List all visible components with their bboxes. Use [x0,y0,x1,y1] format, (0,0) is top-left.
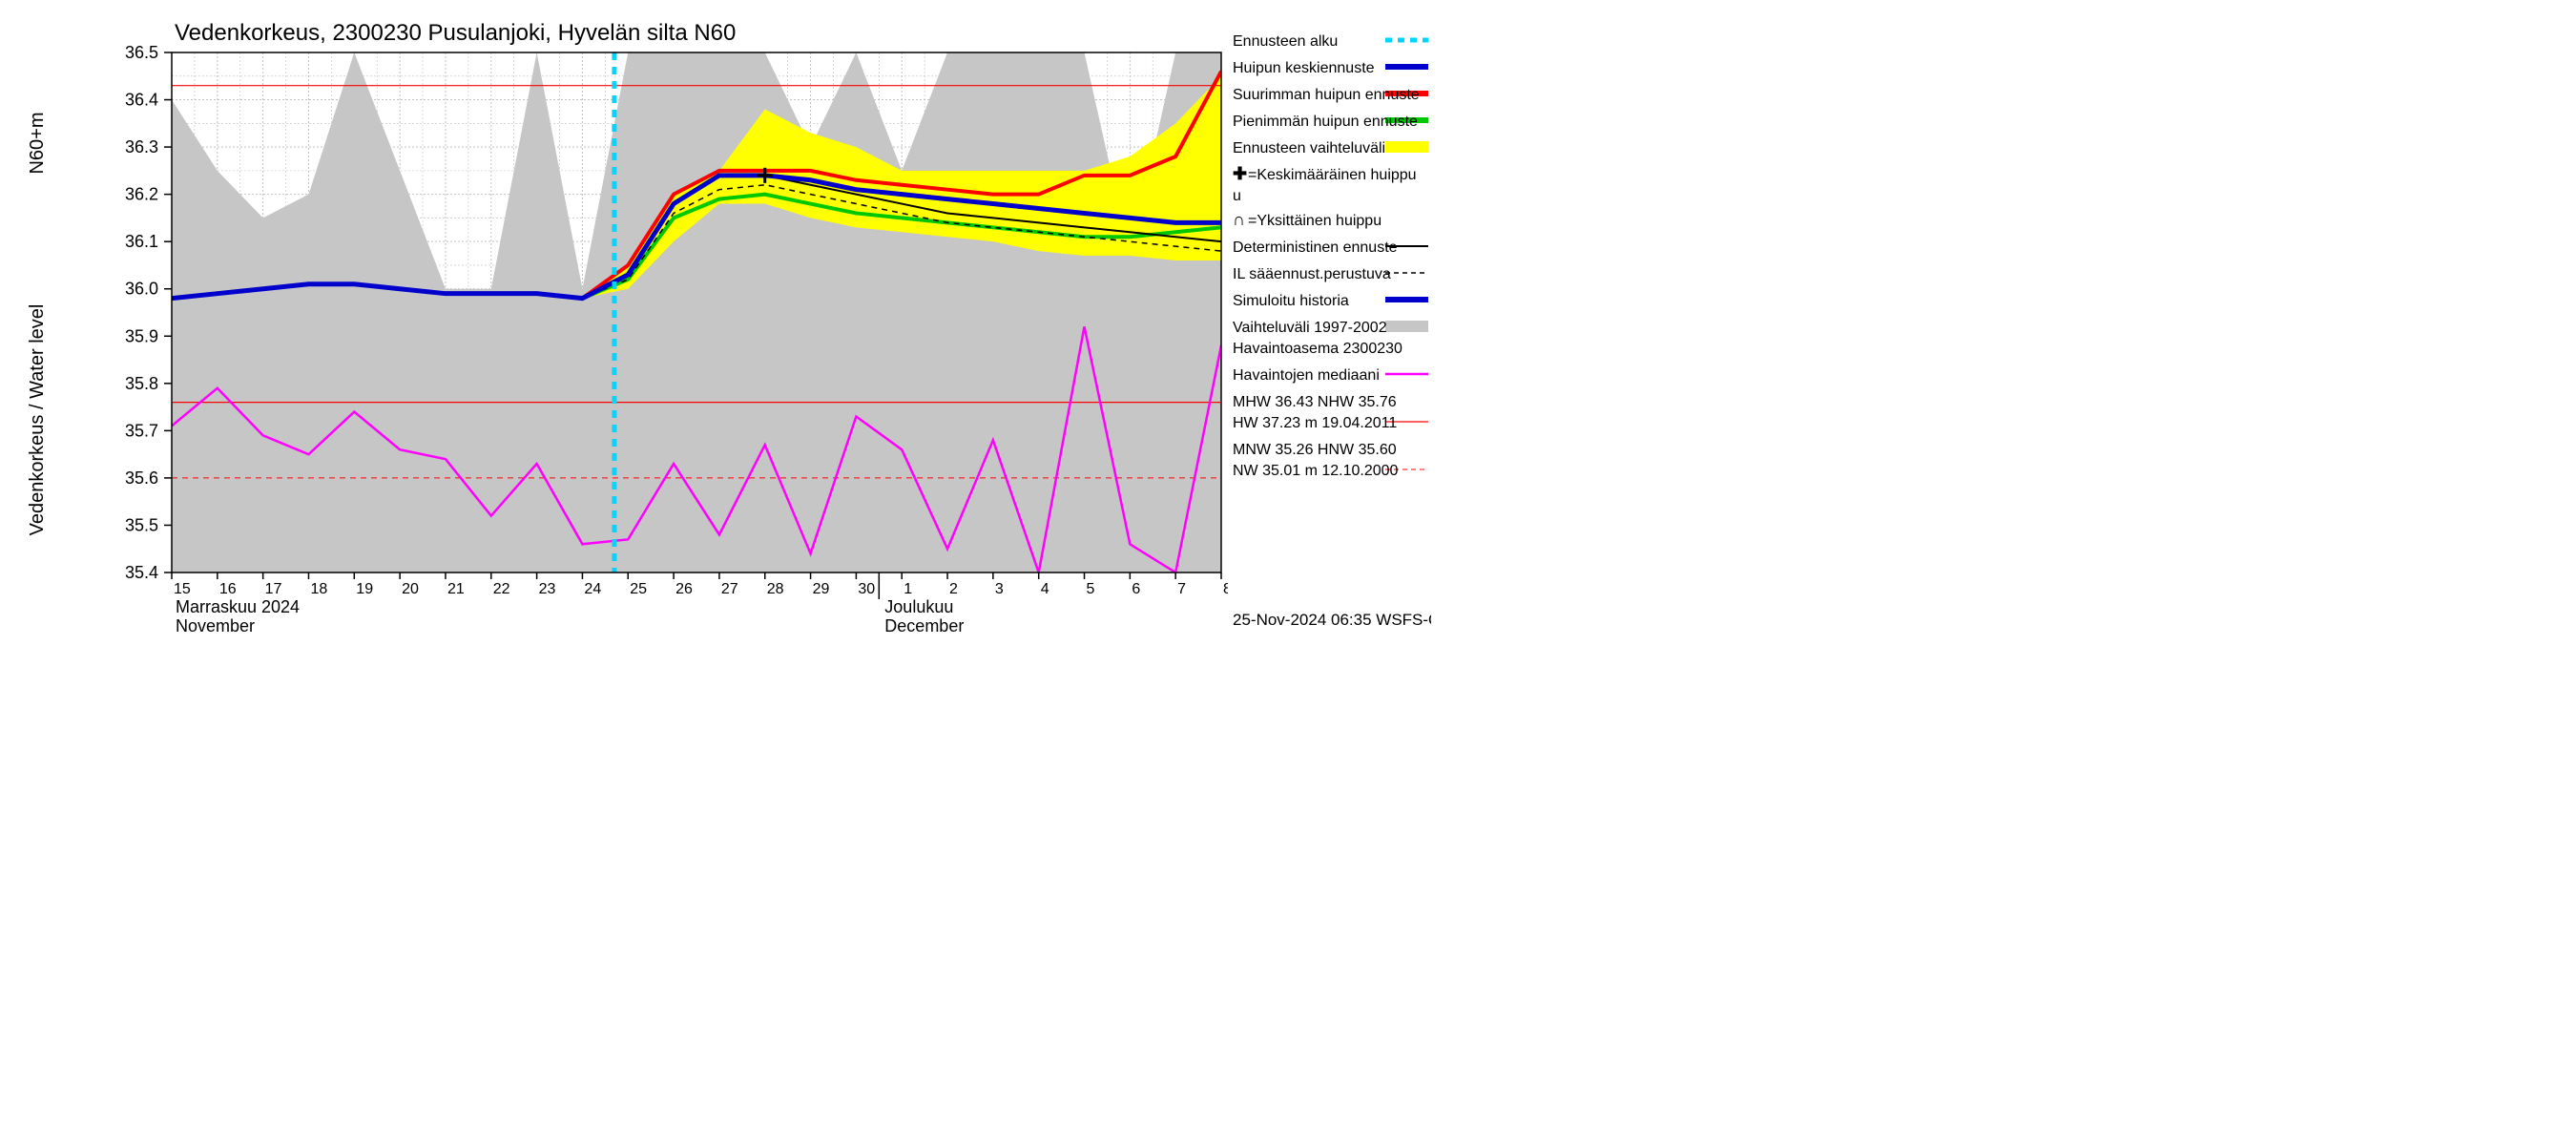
x-tick-label: 3 [995,581,1004,597]
legend-label: Vaihteluväli 1997-2002 [1233,320,1387,336]
legend-label: Ennusteen alku [1233,33,1338,50]
legend-label: u [1233,188,1241,204]
legend-swatch [1385,141,1428,153]
y-axis-label: Vedenkorkeus / Water level [27,304,48,536]
y-tick-label: 35.5 [125,515,158,534]
x-tick-label: 20 [402,581,419,597]
month-label: December [884,616,964,635]
chart-svg: 35.4 35.5 35.6 35.7 35.8 35.9 36.0 36.1 36.2 36.3… [0,0,1431,636]
legend-label: Havaintojen mediaani [1233,367,1380,384]
x-tick-label: 17 [265,581,282,597]
legend-label: Huipun keskiennuste [1233,60,1375,76]
y-tick-label: 36.1 [125,232,158,251]
x-tick-label: 26 [675,581,693,597]
legend-label: HW 37.23 m 19.04.2011 [1233,415,1397,431]
legend-label: Deterministinen ennuste [1233,239,1398,256]
month-label: November [176,616,255,635]
x-tick-label: 16 [219,581,237,597]
y-tick-label: 35.9 [125,326,158,345]
month-label: Joulukuu [884,597,953,616]
y-tick-label: 36.3 [125,137,158,156]
y-tick-label: 36.0 [125,280,158,299]
x-tick-label: 4 [1041,581,1049,597]
y-tick-label: 36.2 [125,185,158,204]
x-tick-label: 21 [447,581,465,597]
x-tick-label: 1 [904,581,912,597]
y-tick-label: 36.4 [125,91,158,110]
y-tick-label: 35.7 [125,421,158,440]
legend-arc-icon: ∩ [1233,210,1245,229]
x-tick-label: 25 [630,581,647,597]
x-tick-label: 30 [858,581,875,597]
x-tick-label: 27 [721,581,738,597]
x-tick-label: 2 [949,581,958,597]
legend-plus-icon: ✚ [1233,164,1247,183]
y-tick-label: 35.8 [125,374,158,393]
legend-label: =Keskimääräinen huippu [1248,167,1417,183]
x-tick-label: 6 [1132,581,1140,597]
legend-label: =Yksittäinen huippu [1248,213,1381,229]
x-tick-label: 5 [1087,581,1095,597]
x-tick-label: 23 [539,581,556,597]
legend-label: NW 35.01 m 12.10.2000 [1233,463,1399,479]
x-tick-label: 24 [584,581,601,597]
legend-label: MHW 36.43 NHW 35.76 [1233,394,1397,410]
month-label: Marraskuu 2024 [176,597,300,616]
legend-swatch [1385,321,1428,332]
y-tick-label: 35.6 [125,468,158,488]
legend-label: Havaintoasema 2300230 [1233,341,1402,357]
x-tick-label: 15 [174,581,191,597]
legend-label: IL sääennust.perustuva [1233,266,1391,282]
chart-title: Vedenkorkeus, 2300230 Pusulanjoki, Hyvel… [175,20,736,46]
y-tick-label: 36.5 [125,43,158,62]
x-tick-label: 22 [493,581,510,597]
legend-label: Simuloitu historia [1233,293,1349,309]
x-tick-label: 18 [310,581,327,597]
x-tick-label: 28 [767,581,784,597]
water-level-chart: 35.4 35.5 35.6 35.7 35.8 35.9 36.0 36.1 36.2 36.3… [0,0,1431,636]
x-tick-label: 19 [356,581,373,597]
legend-label: MNW 35.26 HNW 35.60 [1233,442,1397,458]
legend-label: Ennusteen vaihteluväli [1233,140,1385,156]
footer-timestamp: 25-Nov-2024 06:35 WSFS-O [1233,611,1431,629]
x-tick-label: 7 [1177,581,1186,597]
legend-label: Pienimmän huipun ennuste [1233,114,1418,130]
y-axis-label: N60+m [27,112,48,174]
legend-label: Suurimman huipun ennuste [1233,87,1420,103]
x-tick-label: 29 [813,581,830,597]
y-tick-label: 35.4 [125,563,158,582]
